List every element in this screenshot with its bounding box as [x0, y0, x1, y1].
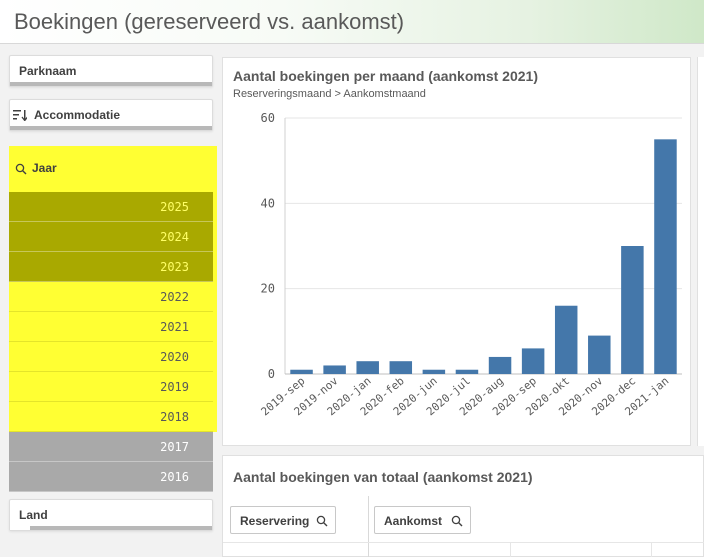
year-item-2020[interactable]: 2020 [9, 342, 213, 372]
bar-2020-okt [554, 305, 578, 374]
year-item-label: 2023 [160, 260, 189, 274]
filter-jaar-header[interactable]: Jaar [9, 146, 213, 192]
bar-2020-aug [488, 356, 512, 374]
filter-accommodatie-label: Accommodatie [34, 108, 121, 122]
column-aankomst-button[interactable]: Aankomst [374, 506, 471, 534]
year-item-2018[interactable]: 2018 [9, 402, 213, 432]
year-item-label: 2020 [160, 350, 189, 364]
column-divider [368, 496, 369, 557]
year-item-2016[interactable]: 2016 [9, 462, 213, 492]
y-tick-label: 40 [261, 196, 275, 210]
year-item-label: 2016 [160, 470, 189, 484]
bar-2019-nov [323, 365, 346, 374]
bar-2021-jan [654, 139, 677, 374]
selection-edge [213, 146, 217, 432]
y-tick-label: 0 [268, 367, 275, 381]
column-aankomst-label: Aankomst [384, 514, 443, 528]
app-header: Boekingen (gereserveerd vs. aankomst) [0, 0, 704, 44]
year-item-label: 2019 [160, 380, 189, 394]
page-title: Boekingen (gereserveerd vs. aankomst) [14, 9, 405, 34]
year-item-2022[interactable]: 2022 [9, 282, 213, 312]
chart-title: Aantal boekingen per maand (aankomst 202… [233, 68, 538, 84]
table-card[interactable]: Aantal boekingen van totaal (aankomst 20… [222, 455, 704, 557]
year-item-2023[interactable]: 2023 [9, 252, 213, 282]
bar-chart[interactable]: 02040602019-sep2019-nov2020-jan2020-feb2… [223, 58, 692, 447]
year-item-2024[interactable]: 2024 [9, 222, 213, 252]
column-reservering-label: Reservering [240, 514, 310, 528]
bar-2020-jul [455, 369, 479, 374]
y-tick-label: 20 [261, 282, 275, 296]
year-item-label: 2022 [160, 290, 189, 304]
filter-jaar-label: Jaar [32, 161, 57, 175]
bar-2020-sep [521, 348, 545, 374]
filter-land-label: Land [19, 508, 48, 522]
bar-2020-jan [356, 361, 379, 374]
bar-2020-dec [621, 246, 644, 374]
filter-parknaam-bar [10, 82, 212, 86]
table-title: Aantal boekingen van totaal (aankomst 20… [233, 469, 533, 485]
bar-2020-nov [588, 335, 611, 374]
year-item-label: 2025 [160, 200, 189, 214]
year-item-2017[interactable]: 2017 [9, 432, 213, 462]
y-tick-label: 60 [261, 111, 275, 125]
year-item-2021[interactable]: 2021 [9, 312, 213, 342]
search-icon [451, 515, 463, 527]
filter-land-bar-fill [10, 526, 30, 530]
right-panel-edge [697, 57, 704, 446]
filter-land-bar [10, 526, 212, 530]
year-item-label: 2017 [160, 440, 189, 454]
column-reservering-button[interactable]: Reservering [230, 506, 336, 534]
search-icon [15, 163, 27, 175]
filter-accommodatie[interactable]: Accommodatie [9, 99, 213, 131]
sort-icon [13, 110, 27, 121]
search-icon [316, 515, 328, 527]
year-item-2025[interactable]: 2025 [9, 192, 213, 222]
year-item-2019[interactable]: 2019 [9, 372, 213, 402]
year-item-label: 2018 [160, 410, 189, 424]
table-column-line [510, 542, 511, 557]
filter-parknaam[interactable]: Parknaam [9, 55, 213, 87]
filter-jaar[interactable]: Jaar 2025 2024 2023 2022 2021 2020 2019 2018 201… [9, 146, 213, 492]
filter-accommodatie-bar [10, 126, 212, 130]
year-item-label: 2021 [160, 320, 189, 334]
bar-2019-sep [290, 369, 313, 374]
table-header-line [223, 542, 704, 543]
bar-2020-feb [389, 361, 413, 374]
filter-parknaam-label: Parknaam [19, 64, 77, 78]
year-item-label: 2024 [160, 230, 189, 244]
chart-subtitle[interactable]: Reserveringsmaand > Aankomstmaand [233, 88, 426, 100]
bar-2020-jun [422, 369, 446, 374]
chart-card[interactable]: 0 20 40 60 2019-sep 2019-nov 2020-jan 2020-feb 2… [222, 57, 691, 446]
filter-land[interactable]: Land [9, 499, 213, 531]
table-column-line [651, 542, 652, 557]
